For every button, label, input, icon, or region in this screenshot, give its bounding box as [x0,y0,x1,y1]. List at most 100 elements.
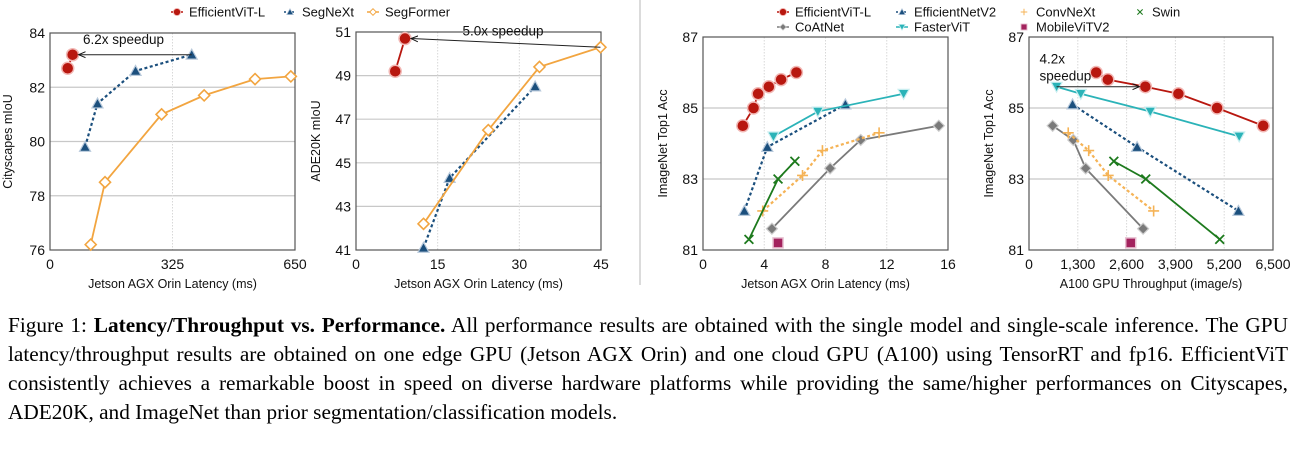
caption-text: All performance results are obtained wit… [8,313,1289,424]
legend-label: EfficientNetV2 [914,5,996,20]
series-fastervit [1050,81,1246,144]
data-point-mobilevitv2 [772,237,784,249]
x-tick-label: 12 [879,256,895,272]
legend-marker-segformer [369,8,377,16]
data-point-convnext [816,145,828,157]
legend-label: ConvNeXt [1036,5,1096,20]
data-point-segformer [98,175,112,189]
data-point-segnext [416,241,431,253]
y-tick-label: 84 [29,25,45,41]
series-mobilevitv2 [772,237,784,249]
legend-marker-convnext [1020,8,1028,16]
data-point-coatnet [1046,119,1059,133]
plot-frame [49,32,296,251]
series-efficientvit-l [388,31,412,78]
data-point-coatnet [1066,133,1080,147]
data-point-efficientvit-l [789,65,804,80]
data-point-segnext [90,96,105,109]
series-segformer [416,40,608,231]
data-point-coatnet [823,162,837,175]
data-point-swin [1214,234,1225,245]
series-mobilevitv2 [1124,237,1137,249]
x-tick-label: 45 [593,256,609,272]
legend-marker-efficientnetv2 [898,7,906,15]
series-swin [1108,156,1225,245]
y-tick-label: 47 [335,111,351,127]
data-point-efficientvit-l [60,61,75,76]
speedup-annotation: 6.2x speedup [83,32,164,47]
data-point-efficientnetv2 [760,140,774,153]
x-axis-label: A100 GPU Throughput (image/s) [1060,277,1243,291]
legend-marker [778,7,788,17]
chart-4: 81 83 85 87 0 1,300 2,600 3,900 5,200 6,500 A100 G… [982,29,1291,291]
series-efficientnetv2 [1066,97,1245,216]
data-point-segnext [528,79,542,92]
x-tick-label: 3,900 [1158,256,1193,272]
x-tick-label: 6,500 [1255,256,1290,272]
data-point-fastervit [897,88,911,101]
x-tick-label: 0 [699,256,707,272]
y-tick-label: 76 [29,242,45,258]
data-point-efficientvit-l [1171,87,1186,101]
y-tick-label: 80 [29,134,45,150]
y-tick-label: 87 [1008,29,1024,45]
speedup-annotation: 4.2x [1040,52,1066,67]
speedup-arrow [411,39,601,48]
data-point-segformer [84,237,98,252]
legend-label: Swin [1152,5,1180,20]
data-point-segnext [185,47,199,60]
data-point-swin [789,156,800,167]
series-efficientvit-l [736,65,804,133]
series-efficientvit-l [60,47,80,76]
legend-label: FasterViT [914,20,970,35]
chart-1: 76 78 80 82 84 0 325 650 Jetson AGX Orin Latency… [1,25,307,291]
series-segformer [84,69,298,252]
y-tick-label: 85 [682,100,698,116]
x-tick-label: 2,600 [1109,256,1144,272]
series-fastervit [766,88,911,144]
plot-frame [355,31,602,251]
legend-label: CoAtNet [795,20,845,35]
y-tick-label: 51 [335,24,351,40]
data-point-efficientvit-l [751,87,765,101]
data-point-segnext [78,140,92,152]
series-line-segnext [422,85,536,249]
data-point-segformer [481,123,495,137]
legend-item-efficientvit-l: EfficientViT-L [777,5,871,20]
y-tick-label: 81 [1008,242,1024,258]
x-tick-label: 0 [46,256,54,272]
legend-marker-efficientvit-l [778,7,788,17]
data-point-fastervit [1050,81,1064,94]
series-line-segformer [89,75,291,245]
legend-2: EfficientViT-L EfficientNetV2 ConvNeXt Swin… [777,5,1180,35]
data-point-fastervit [1232,131,1246,144]
y-axis-label: Cityscapes mIoU [1,94,15,188]
series-line-convnext [1067,132,1155,212]
data-point-efficientvit-l [65,47,80,62]
series-coatnet [1046,119,1150,236]
data-point-efficientvit-l [746,101,761,115]
chart-2: 41 43 45 47 49 51 0 15 30 45 Jetson AGX Orin Laten… [309,23,609,291]
y-tick-label: 43 [335,198,351,214]
y-tick-label: 83 [1008,171,1024,187]
y-tick-label: 82 [29,79,45,95]
legend-label: EfficientViT-L [189,5,265,20]
legend-marker [172,7,182,17]
data-point-swin [1108,156,1119,167]
legend-item-efficientvit-l: EfficientViT-L [171,5,265,20]
data-point-mobilevitv2 [1124,237,1137,249]
data-point-segnext [443,171,457,184]
data-point-fastervit [766,131,780,144]
series-segnext [78,47,199,152]
data-point-efficientnetv2 [1130,140,1144,153]
data-point-convnext [1148,205,1160,217]
data-point-efficientvit-l [1138,79,1153,94]
y-tick-label: 78 [29,188,45,204]
legend-marker [779,23,787,31]
data-point-convnext [1102,169,1114,181]
y-tick-label: 83 [682,171,698,187]
data-point-efficientvit-l [762,79,776,94]
speedup-annotation: 5.0x speedup [462,23,543,38]
data-point-efficientnetv2 [1066,97,1080,110]
